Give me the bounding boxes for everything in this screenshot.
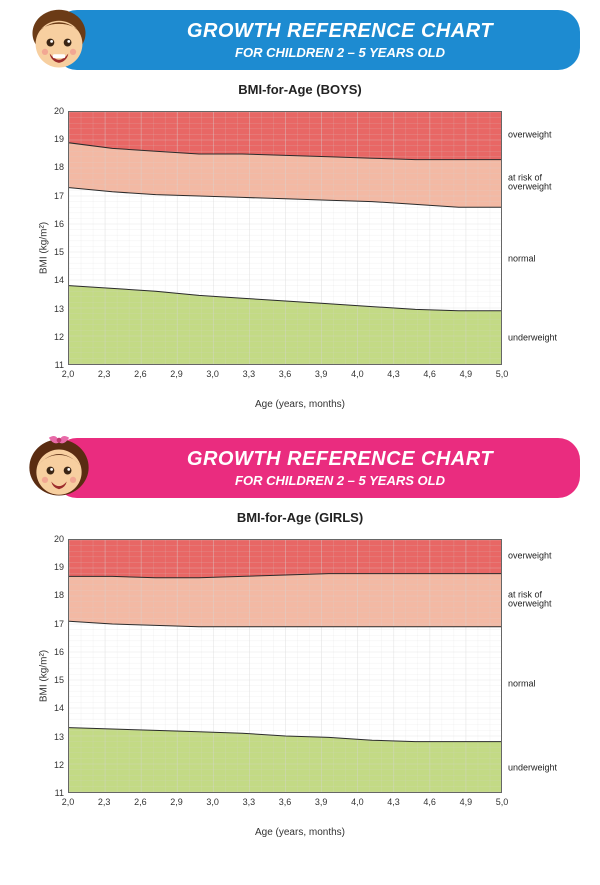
boys-zone-labels: overweight at risk ofoverweight normal unde… <box>506 111 576 365</box>
x-tick-label: 3,0 <box>206 369 219 379</box>
zone-label-underweight: underweight <box>508 333 557 342</box>
y-tick-label: 18 <box>44 590 64 600</box>
zone-label-normal: normal <box>508 254 536 263</box>
girls-x-axis-label: Age (years, months) <box>20 827 580 838</box>
girls-banner: GROWTH REFERENCE CHART FOR CHILDREN 2 – … <box>55 438 580 498</box>
boys-banner-sub: FOR CHILDREN 2 – 5 YEARS OLD <box>125 45 555 60</box>
girls-y-ticks: 11121314151617181920 <box>46 539 66 793</box>
girls-section: GROWTH REFERENCE CHART FOR CHILDREN 2 – … <box>0 428 600 838</box>
y-tick-label: 18 <box>44 162 64 172</box>
x-tick-label: 3,9 <box>315 369 328 379</box>
boys-x-axis-label: Age (years, months) <box>20 399 580 410</box>
y-tick-label: 19 <box>44 134 64 144</box>
y-tick-label: 20 <box>44 534 64 544</box>
y-tick-label: 16 <box>44 219 64 229</box>
x-tick-label: 2,9 <box>170 369 183 379</box>
y-tick-label: 17 <box>44 191 64 201</box>
x-tick-label: 4,3 <box>387 369 400 379</box>
boys-chart-title: BMI-for-Age (BOYS) <box>20 82 580 97</box>
boy-avatar-icon <box>20 2 98 80</box>
zone-label-overweight: overweight <box>508 551 552 560</box>
zone-label-normal: normal <box>508 680 536 689</box>
x-tick-label: 5,0 <box>496 369 509 379</box>
boys-banner: GROWTH REFERENCE CHART FOR CHILDREN 2 – … <box>55 10 580 70</box>
x-tick-label: 4,6 <box>423 369 436 379</box>
x-tick-label: 2,6 <box>134 797 147 807</box>
x-tick-label: 2,0 <box>62 369 75 379</box>
girls-plot-svg <box>69 540 502 792</box>
x-tick-label: 4,6 <box>423 797 436 807</box>
boys-x-ticks: 2,02,32,62,93,03,33,63,94,04,34,64,95,0 <box>68 369 502 383</box>
boys-chart: BMI (kg/m²) 11121314151617181920 overwei… <box>20 103 580 393</box>
x-tick-label: 4,9 <box>460 369 473 379</box>
zone-label-overweight: overweight <box>508 130 552 139</box>
x-tick-label: 2,3 <box>98 369 111 379</box>
x-tick-label: 2,9 <box>170 797 183 807</box>
boys-plot-svg <box>69 112 502 364</box>
x-tick-label: 2,0 <box>62 797 75 807</box>
girls-chart: BMI (kg/m²) 11121314151617181920 overwei… <box>20 531 580 821</box>
boys-y-ticks: 11121314151617181920 <box>46 111 66 365</box>
girls-chart-title: BMI-for-Age (GIRLS) <box>20 510 580 525</box>
girls-plot-area <box>68 539 502 793</box>
x-tick-label: 4,0 <box>351 797 364 807</box>
y-tick-label: 19 <box>44 562 64 572</box>
y-tick-label: 12 <box>44 332 64 342</box>
x-tick-label: 4,0 <box>351 369 364 379</box>
y-tick-label: 16 <box>44 647 64 657</box>
zone-label-atrisk: at risk ofoverweight <box>508 174 552 193</box>
girl-avatar-icon <box>20 430 98 508</box>
x-tick-label: 3,3 <box>243 797 256 807</box>
x-tick-label: 4,3 <box>387 797 400 807</box>
y-tick-label: 14 <box>44 275 64 285</box>
x-tick-label: 3,6 <box>279 797 292 807</box>
girls-banner-title: GROWTH REFERENCE CHART <box>125 448 555 471</box>
y-tick-label: 13 <box>44 304 64 314</box>
girls-zone-labels: overweight at risk ofoverweight normal unde… <box>506 539 576 793</box>
x-tick-label: 3,9 <box>315 797 328 807</box>
x-tick-label: 3,3 <box>243 369 256 379</box>
girls-x-ticks: 2,02,32,62,93,03,33,63,94,04,34,64,95,0 <box>68 797 502 811</box>
x-tick-label: 3,6 <box>279 369 292 379</box>
y-tick-label: 14 <box>44 703 64 713</box>
boys-section: GROWTH REFERENCE CHART FOR CHILDREN 2 – … <box>0 0 600 410</box>
y-tick-label: 12 <box>44 760 64 770</box>
y-tick-label: 20 <box>44 106 64 116</box>
zone-label-underweight: underweight <box>508 763 557 772</box>
zone-label-atrisk: at risk ofoverweight <box>508 590 552 609</box>
x-tick-label: 4,9 <box>460 797 473 807</box>
y-tick-label: 15 <box>44 675 64 685</box>
x-tick-label: 5,0 <box>496 797 509 807</box>
y-tick-label: 17 <box>44 619 64 629</box>
y-tick-label: 15 <box>44 247 64 257</box>
boys-banner-title: GROWTH REFERENCE CHART <box>125 20 555 43</box>
x-tick-label: 3,0 <box>206 797 219 807</box>
x-tick-label: 2,6 <box>134 369 147 379</box>
boys-plot-area <box>68 111 502 365</box>
y-tick-label: 13 <box>44 732 64 742</box>
girls-banner-sub: FOR CHILDREN 2 – 5 YEARS OLD <box>125 473 555 488</box>
x-tick-label: 2,3 <box>98 797 111 807</box>
